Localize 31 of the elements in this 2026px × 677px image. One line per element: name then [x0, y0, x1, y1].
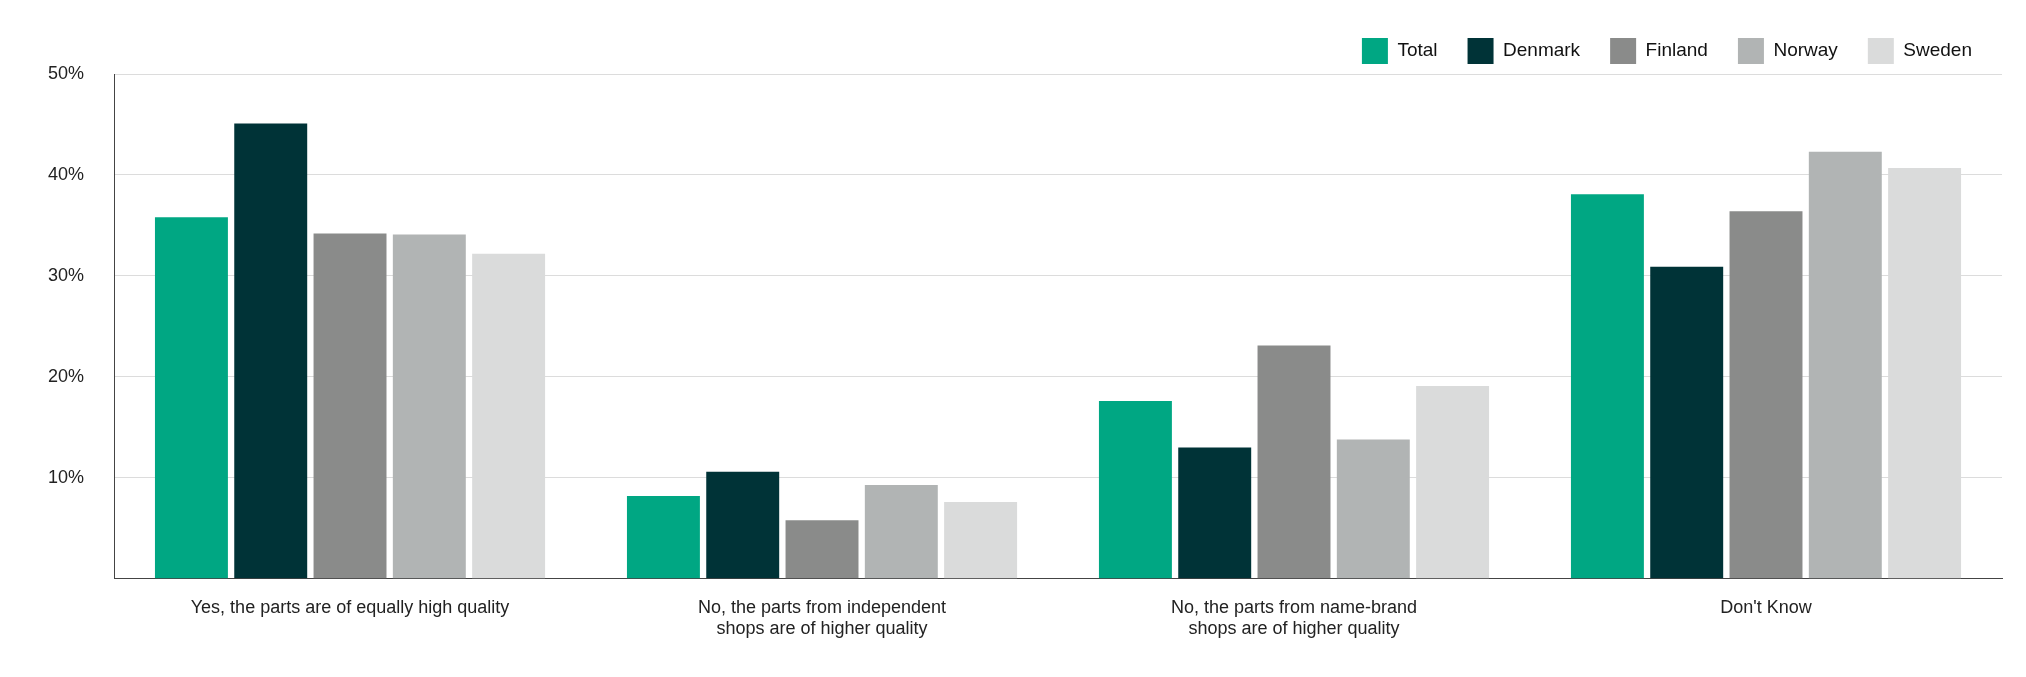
legend-label: Sweden — [1903, 39, 1973, 61]
legend-label: Total — [1397, 39, 1438, 61]
bar — [392, 234, 466, 579]
bar — [706, 471, 780, 579]
bar — [313, 233, 387, 579]
bar — [1650, 266, 1724, 579]
y-tick-label: 40% — [48, 163, 85, 184]
bar — [1570, 194, 1644, 579]
bar — [1098, 401, 1172, 579]
x-tick-label: No, the parts from independent shops are of higher quality — [697, 596, 947, 639]
x-tick-label: Yes, the parts are of equally high quality — [190, 596, 510, 617]
bar — [1178, 447, 1252, 579]
y-tick-label: 20% — [48, 365, 85, 386]
bar — [234, 123, 308, 579]
bar — [1729, 211, 1803, 579]
y-tick-label: 30% — [48, 264, 85, 285]
y-tick-label: 50% — [48, 62, 85, 83]
bar — [1808, 151, 1882, 579]
bar — [944, 502, 1018, 579]
bar — [154, 217, 228, 579]
bar — [1336, 439, 1410, 579]
x-tick-label: No, the parts from name-brand shops are of higher quality — [1170, 596, 1418, 639]
y-tick-label: 10% — [48, 466, 85, 487]
legend-label: Finland — [1645, 39, 1708, 61]
bar — [626, 496, 700, 579]
bar — [785, 520, 859, 579]
x-tick-label: Don't Know — [1720, 596, 1813, 617]
bar — [864, 484, 938, 579]
legend-label: Denmark — [1503, 39, 1581, 61]
legend-label: Norway — [1773, 39, 1839, 61]
bar — [1257, 345, 1331, 579]
